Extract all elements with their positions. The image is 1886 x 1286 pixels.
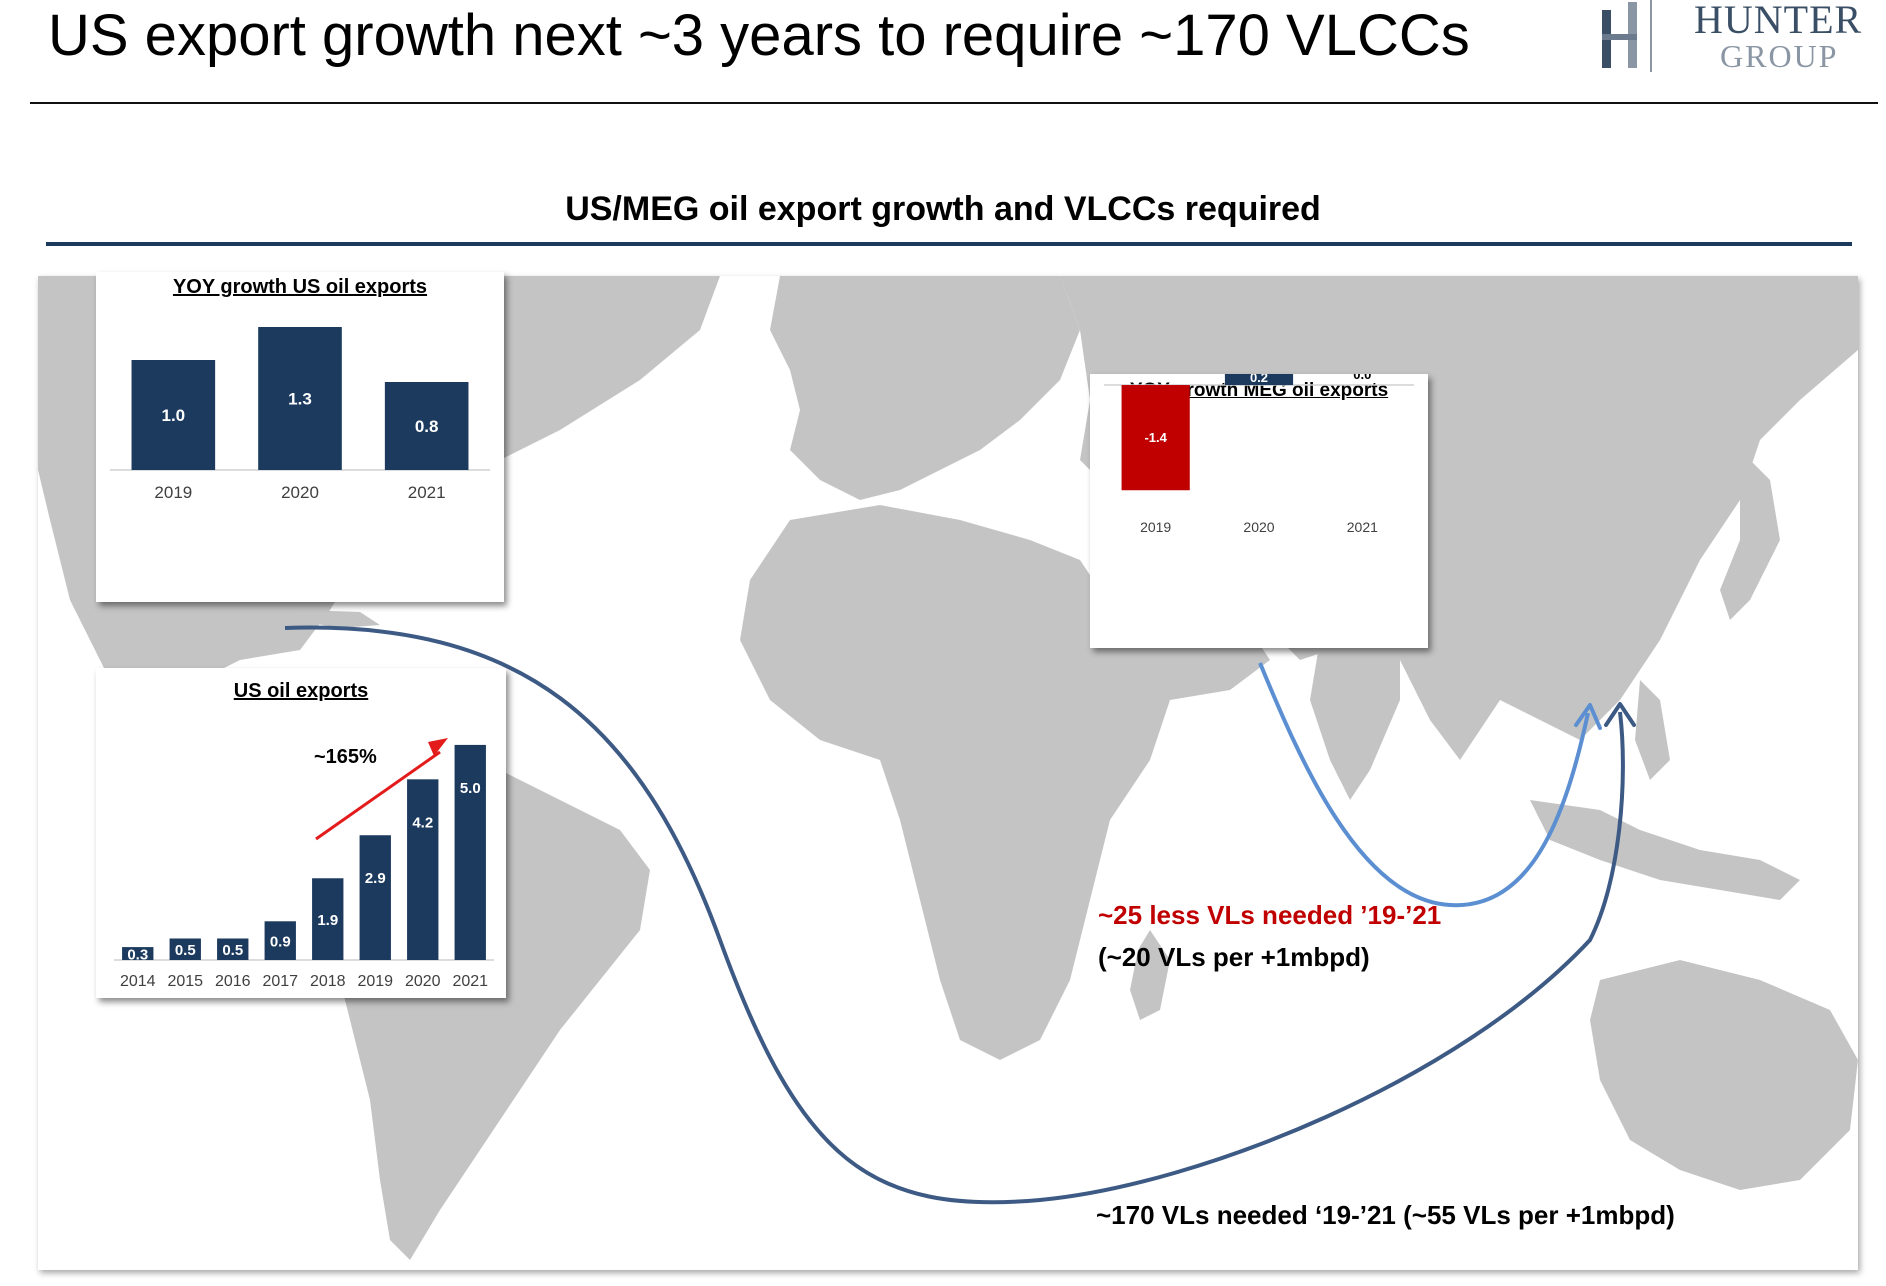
meg-yoy-panel: YOY growth MEG oil exports -1.4 2019 0.2 20… bbox=[1090, 374, 1428, 648]
x-tick-label: 2021 bbox=[1347, 519, 1378, 535]
chart-bar bbox=[131, 360, 216, 470]
chart-bar bbox=[384, 382, 469, 470]
us-exports-panel: US oil exports 0.3 2014 0.5 2015 0.5 2016 0.9 2… bbox=[96, 668, 506, 998]
growth-arrow-line bbox=[315, 750, 441, 841]
us-exports-chart-title: US oil exports bbox=[233, 680, 369, 702]
chart-bar bbox=[407, 779, 439, 960]
x-tick-label: 2020 bbox=[281, 483, 319, 502]
australia-landmass bbox=[1590, 960, 1858, 1190]
growth-arrow-head-icon bbox=[428, 738, 448, 756]
logo-h-mark-icon bbox=[1602, 0, 1652, 72]
x-tick-label: 2021 bbox=[452, 973, 488, 990]
bar-value-label: -1.4 bbox=[1144, 430, 1167, 445]
chart-bar bbox=[264, 921, 296, 960]
caribbean-islands bbox=[300, 610, 380, 628]
page-title: US export growth next ~3 years to requir… bbox=[48, 3, 1470, 68]
chart-bar bbox=[454, 744, 486, 960]
bar-value-label: 5.0 bbox=[460, 780, 481, 797]
chart-bar bbox=[122, 947, 154, 960]
europe-landmass bbox=[770, 276, 1080, 500]
x-tick-label: 2020 bbox=[405, 973, 441, 990]
section-title: US/MEG oil export growth and VLCCs requi… bbox=[565, 190, 1321, 228]
chart-bar bbox=[1224, 374, 1294, 386]
x-tick-label: 2019 bbox=[357, 973, 393, 990]
southeast-asia-islands bbox=[1530, 800, 1800, 900]
meg-route-label-red: ~25 less VLs needed ’19-’21 bbox=[1098, 900, 1442, 930]
x-tick-label: 2015 bbox=[167, 973, 203, 990]
logo-word-group: GROUP bbox=[1720, 38, 1839, 74]
chart-bar bbox=[169, 938, 201, 960]
x-tick-label: 2016 bbox=[215, 973, 251, 990]
chart-bar bbox=[1121, 385, 1190, 491]
bar-value-label: 1.3 bbox=[288, 389, 312, 408]
hunter-group-logo: HUNTER GROUP bbox=[1598, 0, 1876, 74]
meg-route-arrowhead-icon bbox=[1574, 703, 1602, 730]
bar-value-label: 0.8 bbox=[415, 417, 439, 436]
chart-bar bbox=[217, 938, 249, 960]
us-route-arrowhead-icon bbox=[1604, 702, 1636, 727]
bar-value-label: 4.2 bbox=[412, 814, 433, 831]
bar-value-label: 0.3 bbox=[127, 947, 148, 964]
japan-landmass bbox=[1720, 450, 1780, 620]
x-tick-label: 2014 bbox=[120, 973, 156, 990]
bar-value-label: 0.0 bbox=[1353, 374, 1371, 382]
logo-word-hunter: HUNTER bbox=[1694, 0, 1863, 42]
growth-percent-label: ~165% bbox=[314, 746, 377, 768]
x-tick-label: 2019 bbox=[1140, 519, 1171, 535]
chart-bar bbox=[258, 327, 342, 470]
us-yoy-chart: 1.0 2019 1.3 2020 0.8 2021 bbox=[110, 327, 490, 502]
philippines-landmass bbox=[1635, 680, 1670, 780]
x-tick-label: 2017 bbox=[262, 973, 298, 990]
x-tick-label: 2020 bbox=[1243, 519, 1274, 535]
x-tick-label: 2021 bbox=[408, 483, 446, 502]
bar-value-label: 0.5 bbox=[175, 942, 196, 959]
section-divider bbox=[46, 242, 1852, 246]
us-yoy-panel: YOY growth US oil exports 1.0 2019 1.3 2020… bbox=[96, 272, 504, 602]
bar-value-label: 0.2 bbox=[1250, 374, 1268, 385]
bar-value-label: 0.9 bbox=[270, 934, 291, 951]
india-landmass bbox=[1310, 640, 1400, 800]
meg-yoy-chart: -1.4 2019 0.2 2020 0.0 2021 bbox=[1104, 374, 1414, 535]
madagascar-landmass bbox=[1130, 930, 1170, 1020]
meg-to-asia-route bbox=[1258, 662, 1590, 908]
bar-value-label: 1.0 bbox=[162, 406, 186, 425]
chart-bar bbox=[359, 835, 391, 960]
bar-value-label: 0.5 bbox=[222, 942, 243, 959]
us-to-asia-route bbox=[284, 625, 1625, 1205]
bar-value-label: 2.9 bbox=[365, 870, 386, 887]
bar-value-label: 1.9 bbox=[317, 912, 338, 929]
x-tick-label: 2019 bbox=[154, 483, 192, 502]
us-route-label: ~170 VLs needed ‘19-’21 (~55 VLs per +1m… bbox=[1096, 1200, 1675, 1230]
x-tick-label: 2018 bbox=[310, 973, 346, 990]
africa-landmass bbox=[740, 505, 1170, 1060]
chart-bar bbox=[312, 878, 344, 960]
meg-route-label-black: (~20 VLs per +1mbpd) bbox=[1098, 942, 1370, 972]
us-yoy-chart-title: YOY growth US oil exports bbox=[172, 276, 428, 298]
us-exports-chart: 0.3 2014 0.5 2015 0.5 2016 0.9 2017 1.9 2018 2.9 20… bbox=[114, 738, 494, 990]
greenland-landmass bbox=[500, 276, 700, 370]
title-divider bbox=[30, 102, 1878, 104]
